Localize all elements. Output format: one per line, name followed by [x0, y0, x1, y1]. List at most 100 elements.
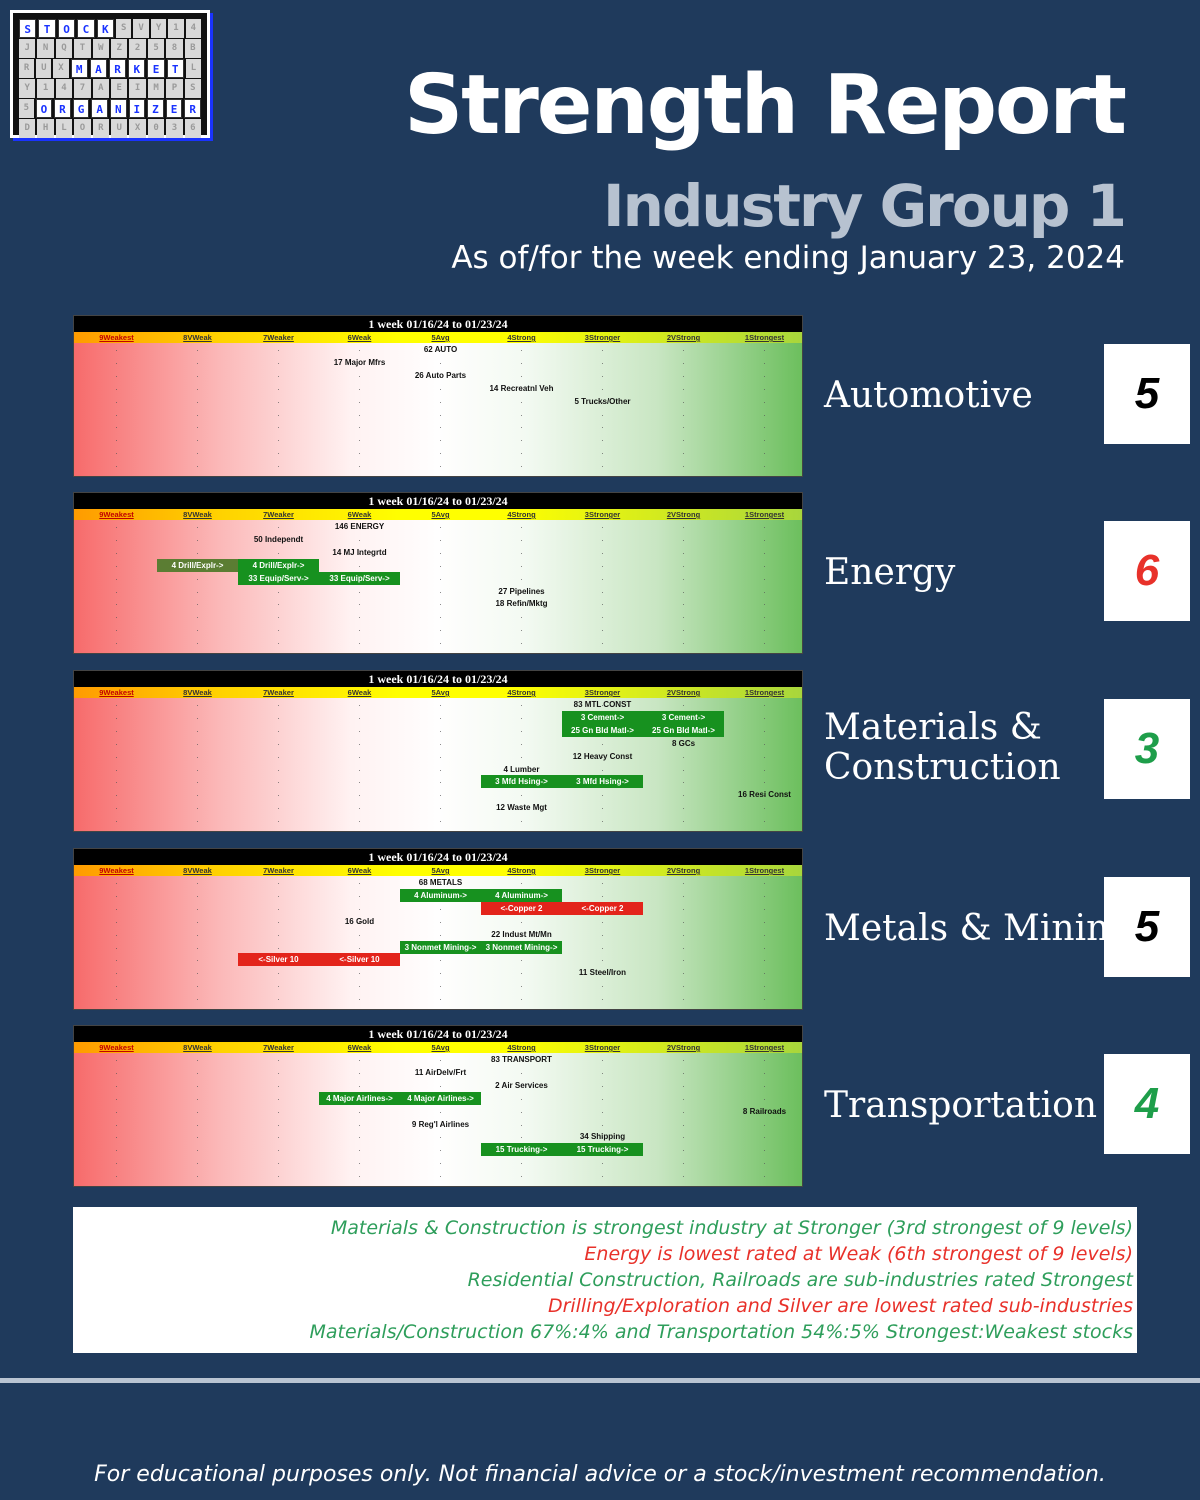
sub-industry-item: 16 Gold [344, 916, 375, 926]
dot-column: . . . . . . . . . . [763, 344, 766, 470]
logo-letter: R [109, 59, 127, 78]
logo-letter: T [166, 59, 184, 78]
grid-title: 1 week 01/16/24 to 01/23/24 [74, 493, 802, 509]
level-header-row: 9Weakest 8VWeak 7Weaker 6Weak 5Avg 4Strong 3St… [74, 865, 802, 876]
dot-column: . . . . . . . . . . [763, 699, 766, 825]
sector-label: Automotive [824, 375, 1033, 416]
sub-industry-item: 12 Heavy Const [572, 751, 633, 761]
sector-score: 5 [1104, 344, 1190, 444]
level-label: 1Strongest [744, 1043, 785, 1052]
sub-industry-item: 15 Trucking-> [562, 1143, 643, 1157]
level-label: 6Weak [347, 1043, 372, 1052]
logo-tile: U [36, 59, 52, 78]
grid-body: . . . . . . . . . . . . . . . . . . . . . … [74, 876, 802, 1009]
summary-line: Materials & Construction is strongest in… [330, 1217, 1133, 1239]
logo-tile: H [37, 119, 54, 138]
grid-dots: . . . . . . . . . . . . . . . . . . . . . … [74, 520, 802, 653]
grid-title: 1 week 01/16/24 to 01/23/24 [74, 316, 802, 332]
level-label: 2VStrong [666, 510, 701, 519]
sub-industry-item: <-Copper 2 [481, 901, 562, 915]
sub-industry-item: 14 MJ Integrtd [332, 547, 387, 557]
sub-industry-item: 4 Lumber [503, 764, 540, 774]
strength-grid-automotive: 1 week 01/16/24 to 01/23/24 9Weakest 8VWea… [73, 315, 803, 477]
dot-column: . . . . . . . . . . [601, 877, 604, 1003]
dot-column: . . . . . . . . . . [358, 699, 361, 825]
sub-industry-item: 68 METALS [418, 878, 463, 887]
logo-tile: 1 [168, 19, 184, 38]
sector-label: Transportation [824, 1085, 1098, 1126]
dot-column: . . . . . . . . . . [115, 344, 118, 470]
sector-label: Energy [824, 552, 956, 593]
logo-tile: S [116, 19, 132, 38]
level-label: 8VWeak [183, 1043, 212, 1052]
disclaimer: For educational purposes only. Not finan… [94, 1462, 1106, 1487]
summary-line: Energy is lowest rated at Weak (6th stro… [584, 1243, 1133, 1265]
sub-industry-item: 12 Waste Mgt [496, 803, 547, 813]
dot-column: . . . . . . . . . . [196, 877, 199, 1003]
level-label: 4Strong [507, 688, 536, 697]
sub-industry-item: 146 ENERGY [334, 522, 385, 531]
sector-score: 5 [1104, 877, 1190, 977]
dot-column: . . . . . . . . . . [520, 344, 523, 470]
dot-column: . . . . . . . . . . [196, 521, 199, 647]
level-label: 9Weakest [99, 1043, 134, 1052]
level-label: 5Avg [431, 510, 450, 519]
logo-letter: C [77, 19, 95, 38]
grid-body: . . . . . . . . . . . . . . . . . . . . . … [74, 1053, 802, 1186]
level-label: 8VWeak [183, 510, 212, 519]
dot-column: . . . . . . . . . . [763, 521, 766, 647]
logo-tile: 3 [166, 119, 183, 138]
sub-industry-item: 3 Mfd Hsing-> [481, 775, 562, 789]
logo-letter: R [54, 99, 71, 118]
sub-industry-item: 25 Gn Bld Matl-> [562, 723, 643, 737]
dot-column: . . . . . . . . . . [601, 521, 604, 647]
level-label: 9Weakest [99, 688, 134, 697]
logo-letter: O [35, 99, 53, 118]
level-label: 6Weak [347, 688, 372, 697]
sub-industry-item: <-Silver 10 [319, 953, 400, 967]
level-label: 4Strong [507, 866, 536, 875]
logo-letter: N [109, 99, 127, 118]
level-label: 3Stronger [584, 510, 621, 519]
level-label: 7Weaker [263, 866, 294, 875]
sub-industry-item: 4 Major Airlines-> [400, 1091, 481, 1105]
level-label: 2VStrong [666, 333, 701, 342]
dot-column: . . . . . . . . . . [196, 344, 199, 470]
level-label: 6Weak [347, 333, 372, 342]
sub-industry-item: 4 Aluminum-> [400, 888, 481, 902]
sub-industry-item: 26 Auto Parts [414, 370, 467, 380]
level-label: 2VStrong [666, 866, 701, 875]
sub-industry-item: 15 Trucking-> [481, 1143, 562, 1157]
grid-body: . . . . . . . . . . . . . . . . . . . . . … [74, 698, 802, 831]
sub-industry-item: 3 Cement-> [643, 710, 724, 724]
sub-industry-item: <-Silver 10 [238, 953, 319, 967]
logo-tile: Y [150, 19, 167, 38]
sub-industry-item: <-Copper 2 [562, 901, 643, 915]
sector-label-line: Construction [824, 747, 1061, 788]
dot-column: . . . . . . . . . . [277, 344, 280, 470]
dot-column: . . . . . . . . . . [277, 877, 280, 1003]
level-label: 5Avg [431, 866, 450, 875]
level-label: 1Strongest [744, 333, 785, 342]
sub-industry-item: 34 Shipping [579, 1132, 626, 1142]
summary-box: Materials & Construction is strongest in… [73, 1207, 1137, 1353]
level-label: 2VStrong [666, 1043, 701, 1052]
dot-column: . . . . . . . . . . [682, 344, 685, 470]
level-label: 5Avg [431, 333, 450, 342]
strength-grid-energy: 1 week 01/16/24 to 01/23/24 9Weakest 8VWea… [73, 492, 803, 654]
level-label: 6Weak [347, 866, 372, 875]
logo-tile: 8 [166, 39, 183, 58]
logo-letter: I [128, 99, 146, 118]
logo-letter: E [147, 59, 165, 78]
logo-tile: W [92, 39, 110, 58]
logo-tile: 5 [19, 99, 34, 118]
logo-tile: I [129, 79, 146, 98]
logo-tile: L [185, 59, 202, 78]
level-label: 9Weakest [99, 510, 134, 519]
level-label: 4Strong [507, 333, 536, 342]
logo-letter: M [70, 59, 88, 78]
